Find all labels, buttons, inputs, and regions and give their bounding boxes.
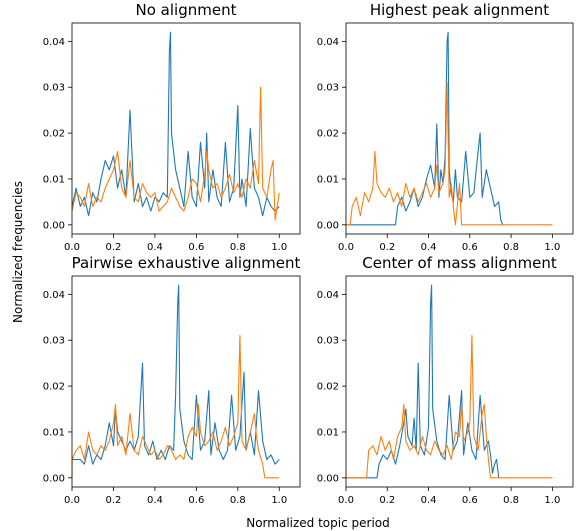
y-tick-label: 0.01 [317, 427, 339, 438]
series-line-1 [346, 284, 500, 479]
y-tick-label: 0.02 [43, 129, 65, 140]
x-tick-label: 0.2 [379, 495, 395, 506]
series-line-2 [72, 335, 280, 479]
x-tick-label: 0.8 [230, 495, 246, 506]
series-line-1 [72, 284, 280, 465]
x-tick-label: 0.4 [147, 495, 163, 506]
x-tick-label: 0.0 [338, 495, 354, 506]
y-tick-label: 0.03 [43, 83, 65, 94]
y-tick-label: 0.03 [317, 336, 339, 347]
x-tick-label: 0.4 [147, 242, 163, 253]
x-tick-label: 0.2 [106, 242, 122, 253]
y-tick-label: 0.01 [43, 174, 65, 185]
x-tick-label: 0.2 [106, 495, 122, 506]
y-axis-label: Normalized frequencies [11, 181, 25, 323]
subplot-1: No alignment 0.0 0.2 0.4 0.6 0.8 1.0 0.00 0.01 0.… [43, 1, 301, 253]
subplot-title: Center of mass alignment [362, 254, 557, 272]
x-tick-label: 1.0 [271, 242, 287, 253]
y-tick-label: 0.00 [43, 473, 65, 484]
y-tick-label: 0.02 [317, 129, 339, 140]
subplot-2: Highest peak alignment 0.0 0.2 0.4 0.6 0.8 1.0… [317, 1, 574, 253]
plot-frame [345, 275, 574, 488]
series-line-2 [346, 82, 553, 226]
x-tick-label: 1.0 [271, 495, 287, 506]
series-line-1 [346, 31, 504, 226]
x-tick-label: 0.0 [338, 242, 354, 253]
series-line-2 [346, 335, 553, 479]
x-tick-label: 0.6 [188, 242, 204, 253]
x-tick-label: 1.0 [544, 242, 560, 253]
x-tick-label: 0.8 [503, 495, 519, 506]
y-tick-label: 0.03 [43, 336, 65, 347]
x-tick-label: 0.4 [421, 495, 437, 506]
x-tick-label: 0.8 [230, 242, 246, 253]
y-tick-label: 0.04 [317, 37, 339, 48]
x-tick-label: 1.0 [544, 495, 560, 506]
x-tick-label: 0.6 [462, 242, 478, 253]
series-line-1 [72, 31, 280, 217]
subplot-3: Pairwise exhaustive alignment 0.0 0.2 0.4 0.… [43, 254, 301, 506]
plot-frame [71, 22, 301, 235]
y-tick-label: 0.02 [43, 382, 65, 393]
y-tick-label: 0.04 [43, 290, 65, 301]
y-tick-label: 0.00 [43, 220, 65, 231]
y-tick-label: 0.03 [317, 83, 339, 94]
y-tick-label: 0.00 [317, 220, 339, 231]
x-tick-label: 0.8 [503, 242, 519, 253]
subplot-grid: No alignment 0.0 0.2 0.4 0.6 0.8 1.0 0.00 0.01 0.… [43, 1, 574, 506]
subplot-4: Center of mass alignment 0.0 0.2 0.4 0.6 0.8 1… [317, 254, 574, 506]
series-line-2 [72, 86, 280, 221]
y-tick-label: 0.00 [317, 473, 339, 484]
x-tick-label: 0.6 [188, 495, 204, 506]
y-tick-label: 0.01 [43, 427, 65, 438]
y-tick-label: 0.01 [317, 174, 339, 185]
x-tick-label: 0.6 [462, 495, 478, 506]
x-tick-label: 0.0 [64, 495, 80, 506]
subplot-title: Highest peak alignment [370, 1, 549, 19]
subplot-title: Pairwise exhaustive alignment [72, 254, 301, 272]
y-tick-label: 0.04 [43, 37, 65, 48]
x-axis-label: Normalized topic period [246, 516, 390, 530]
x-tick-label: 0.0 [64, 242, 80, 253]
subplot-title: No alignment [136, 1, 237, 19]
plot-frame [71, 275, 301, 488]
x-tick-label: 0.2 [379, 242, 395, 253]
plot-frame [345, 22, 574, 235]
y-tick-label: 0.02 [317, 382, 339, 393]
y-tick-label: 0.04 [317, 290, 339, 301]
x-tick-label: 0.4 [421, 242, 437, 253]
